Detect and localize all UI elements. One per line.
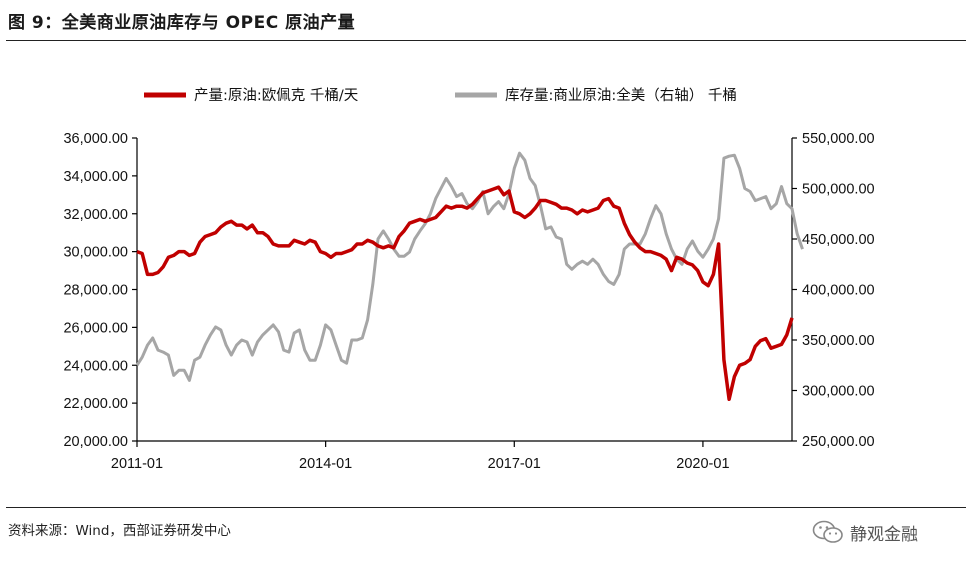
right-y-tick-label: 400,000.00 [802,283,875,299]
legend: 产量:原油:欧佩克 千桶/天 库存量:商业原油:全美（右轴） 千桶 [144,86,737,104]
brand-name: 静观金融 [850,524,918,545]
right-y-tick-label: 500,000.00 [802,182,875,198]
axes: 20,000.00 22,000.00 24,000.00 26,000.00 28,0… [63,131,874,472]
source-note: 资料来源：Wind，西部证券研发中心 [8,523,231,539]
right-y-tick-label: 350,000.00 [802,333,875,349]
chart: 产量:原油:欧佩克 千桶/天 库存量:商业原油:全美（右轴） 千桶 20,000… [63,86,874,472]
x-tick-label: 2011-01 [111,456,163,472]
x-tick-label: 2014-01 [299,456,352,472]
x-tick-label: 2017-01 [488,456,541,472]
left-y-tick-label: 22,000.00 [63,396,128,412]
x-tick-label: 2020-01 [676,456,729,472]
left-y-tick-label: 26,000.00 [63,320,128,336]
right-y-tick-label: 300,000.00 [802,384,875,400]
left-y-tick-label: 34,000.00 [63,169,128,185]
top-rule [6,40,966,41]
left-y-tick-label: 24,000.00 [63,358,128,374]
left-y-tick-label: 28,000.00 [63,283,128,299]
right-y-tick-label: 550,000.00 [802,131,875,147]
bottom-rule [6,507,966,508]
legend-entry-production: 产量:原油:欧佩克 千桶/天 [194,87,358,104]
right-y-tick-label: 450,000.00 [802,232,875,248]
wechat-icon [812,520,843,543]
brand: 静观金融 [812,519,918,545]
left-y-tick-label: 20,000.00 [63,434,128,450]
left-y-tick-label: 30,000.00 [63,245,128,261]
left-y-tick-label: 32,000.00 [63,207,128,223]
left-y-tick-label: 36,000.00 [63,131,128,147]
legend-entry-inventory: 库存量:商业原油:全美（右轴） 千桶 [505,86,737,104]
series-line-inventory [135,151,804,382]
series-line-production [136,185,794,402]
right-y-tick-label: 250,000.00 [802,434,875,450]
chart-title: 图 9：全美商业原油库存与 OPEC 原油产量 [8,13,356,33]
